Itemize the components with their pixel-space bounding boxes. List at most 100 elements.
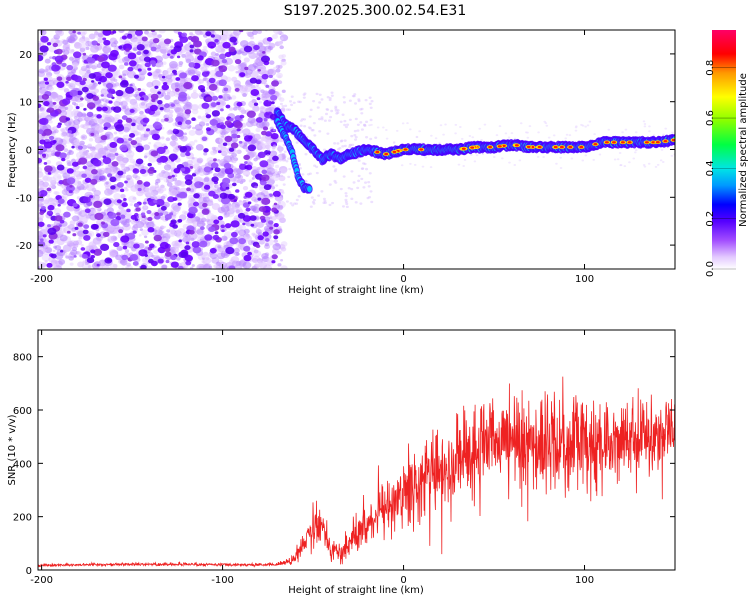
spectrogram-cell bbox=[253, 44, 260, 51]
spectrogram-cell bbox=[214, 231, 219, 235]
spectrogram-cell bbox=[283, 150, 287, 153]
spectrogram-cell bbox=[312, 121, 316, 125]
spectrogram-cell bbox=[44, 165, 53, 173]
spectrogram-cell bbox=[91, 80, 95, 83]
spectrogram-cell bbox=[326, 108, 330, 111]
spectrogram-cell bbox=[141, 162, 146, 166]
spectrogram-cell bbox=[352, 94, 356, 98]
spectrogram-cell bbox=[225, 246, 235, 255]
spectrogram-cell bbox=[85, 116, 92, 122]
spectrogram-cell bbox=[81, 135, 85, 139]
spectrogram-cell bbox=[69, 262, 74, 266]
spectrogram-cell bbox=[205, 127, 211, 132]
spectrogram-cell bbox=[278, 159, 282, 162]
spectrogram-cell bbox=[109, 263, 118, 269]
spectrogram-cell bbox=[592, 158, 596, 161]
spectrogram-cell bbox=[275, 175, 279, 179]
spectrogram-cell bbox=[237, 200, 244, 206]
spectrogram-cell bbox=[364, 181, 368, 184]
spectrogram-cell bbox=[71, 161, 79, 167]
spectrogram-cell bbox=[434, 137, 438, 140]
spectrogram-cell bbox=[229, 154, 234, 159]
spectrogram-cell bbox=[565, 133, 569, 136]
spectrogram-cell bbox=[336, 111, 340, 114]
spectrogram-cell bbox=[243, 254, 252, 262]
spectrogram-cell bbox=[177, 121, 183, 126]
spectrogram-cell bbox=[611, 141, 616, 144]
spectrogram-cell bbox=[115, 254, 122, 261]
spectrogram-cell bbox=[201, 252, 210, 259]
spectrogram-cell bbox=[315, 92, 319, 96]
spectrogram-cell bbox=[161, 75, 166, 79]
spectrogram-cell bbox=[188, 129, 196, 136]
spectrogram-cell bbox=[273, 202, 278, 206]
spectrogram-cell bbox=[211, 176, 219, 183]
spectrogram-cell bbox=[124, 62, 129, 66]
spectrogram-cell bbox=[233, 121, 243, 129]
spectrogram-cell bbox=[261, 252, 269, 260]
spectrogram-cell bbox=[318, 93, 322, 96]
spectrogram-cell bbox=[144, 259, 148, 263]
spectrogram-cell bbox=[241, 62, 247, 67]
spectrogram-cell bbox=[38, 171, 44, 178]
spectrogram-cell bbox=[83, 37, 90, 43]
spectrogram-cell bbox=[163, 237, 170, 243]
spectrogram-cell bbox=[671, 131, 674, 134]
spectrogram-cell bbox=[169, 55, 174, 59]
spectrogram-cell bbox=[264, 242, 270, 247]
spectrogram-cell bbox=[140, 264, 147, 269]
spectrogram-cell bbox=[364, 98, 368, 102]
spectrogram-cell bbox=[203, 148, 209, 153]
spectrogram-cell bbox=[83, 221, 88, 224]
spectrogram-cell bbox=[152, 74, 159, 80]
spectrogram-cell bbox=[177, 218, 183, 223]
spectrogram-cell bbox=[79, 80, 86, 86]
spectrogram-cell bbox=[277, 145, 281, 148]
spectrogram-cell bbox=[243, 245, 251, 252]
spectrogram-cell bbox=[156, 118, 160, 121]
spectrogram-cell bbox=[196, 30, 202, 36]
spectrogram-cell bbox=[172, 224, 178, 229]
spectrogram-cell bbox=[109, 37, 117, 44]
spectrogram-cell bbox=[43, 161, 48, 165]
spectrogram-cell bbox=[270, 101, 275, 105]
spectrogram-cell bbox=[242, 261, 252, 269]
spectrogram-cell bbox=[345, 205, 349, 209]
spectrogram-cell bbox=[236, 101, 243, 107]
spectrogram-cell bbox=[632, 157, 636, 160]
spectrogram-cell bbox=[56, 124, 62, 129]
spectrogram-cell bbox=[82, 144, 88, 150]
spectrogram-cell bbox=[175, 77, 181, 81]
spectrogram-cell bbox=[343, 123, 347, 127]
spectrogram-cell bbox=[83, 224, 90, 229]
spectrogram-cell bbox=[82, 165, 88, 170]
spectrogram-cell bbox=[234, 65, 241, 71]
spectrogram-cell bbox=[137, 87, 142, 91]
spectrogram-cell bbox=[243, 45, 253, 53]
spectrogram-cell bbox=[177, 31, 183, 36]
spectrogram-cell bbox=[537, 145, 542, 149]
spectrogram-cell bbox=[315, 165, 319, 169]
spectrogram-cell bbox=[49, 183, 54, 188]
spectrogram-cell bbox=[225, 104, 231, 109]
spectrogram-cell bbox=[65, 46, 71, 51]
spectrogram-cell bbox=[132, 160, 137, 165]
spectrogram-cell bbox=[186, 187, 191, 192]
spectrogram-cell bbox=[46, 187, 52, 192]
spectrogram-cell bbox=[145, 133, 150, 138]
spectrogram-cell bbox=[170, 72, 175, 77]
spectrogram-cell bbox=[401, 122, 405, 125]
spectrogram-cell bbox=[77, 222, 83, 227]
spectrogram-cell bbox=[269, 127, 273, 130]
spectrogram-cell bbox=[109, 176, 117, 183]
spectrogram-cell bbox=[363, 124, 367, 127]
spectrogram-cell bbox=[255, 244, 261, 249]
spectrogram-cell bbox=[365, 136, 369, 139]
spectrogram-cell bbox=[73, 139, 81, 145]
spectrogram-cell bbox=[118, 229, 124, 234]
spectrogram-cell bbox=[85, 154, 91, 159]
spectrogram-cell bbox=[86, 93, 94, 100]
spectrogram-cell bbox=[176, 55, 181, 59]
spectrogram-cell bbox=[55, 144, 65, 152]
spectrogram-cell bbox=[236, 128, 241, 132]
